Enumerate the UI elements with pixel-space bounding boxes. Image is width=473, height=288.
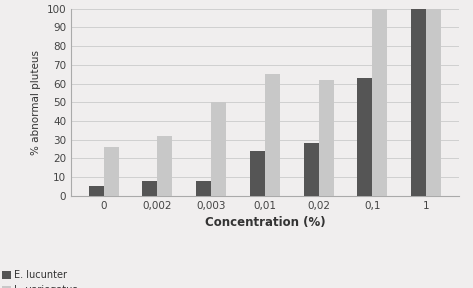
- Bar: [304, 143, 319, 196]
- Bar: [426, 9, 441, 196]
- X-axis label: Concentration (%): Concentration (%): [204, 216, 325, 229]
- Bar: [265, 74, 280, 196]
- Legend: E. lucunter, L. variegatus: E. lucunter, L. variegatus: [0, 266, 81, 288]
- Bar: [88, 187, 104, 196]
- Bar: [250, 151, 265, 196]
- Bar: [319, 80, 333, 196]
- Bar: [104, 147, 119, 196]
- Bar: [142, 181, 158, 196]
- Bar: [357, 78, 372, 196]
- Y-axis label: % abnormal pluteus: % abnormal pluteus: [31, 50, 41, 155]
- Bar: [411, 9, 426, 196]
- Bar: [196, 181, 211, 196]
- Bar: [211, 102, 226, 196]
- Bar: [158, 136, 173, 196]
- Bar: [372, 9, 387, 196]
